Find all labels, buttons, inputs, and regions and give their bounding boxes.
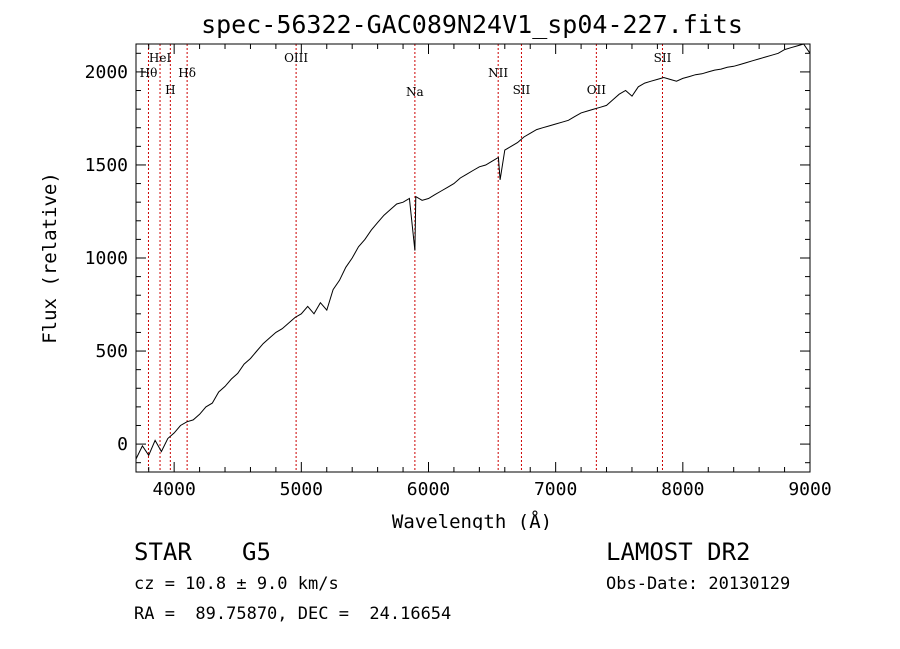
tick-label: 500 (95, 341, 128, 362)
tick-label: 0 (117, 434, 128, 455)
x-axis-label: Wavelength (Å) (392, 510, 552, 530)
tick-label: 9000 (788, 479, 831, 500)
axis-ticks: 4000 5000 6000 7000 8000 9000 0 500 1000 1500 2000 (85, 44, 832, 500)
redshift-info: cz = 10.8 ± 9.0 km/s (134, 574, 339, 594)
tick-label: 8000 (661, 479, 704, 500)
spectral-line-label: HeI (149, 51, 172, 65)
spectral-line-label: Hθ (140, 66, 158, 80)
chart-title: spec-56322-GAC089N24V1_sp04-227.fits (201, 10, 743, 39)
spectral-line-label: Hδ (178, 66, 196, 80)
y-axis-label: Flux (relative) (39, 172, 61, 344)
survey-name: LAMOST DR2 (606, 538, 751, 566)
coordinates: RA = 89.75870, DEC = 24.16654 (134, 604, 452, 624)
tick-label: 7000 (534, 479, 577, 500)
tick-label: 1500 (85, 155, 128, 176)
spectral-line-label: OII (587, 83, 607, 97)
tick-label: 1000 (85, 248, 128, 269)
object-class: STAR (134, 538, 192, 566)
tick-label: 4000 (152, 479, 195, 500)
tick-label: 6000 (407, 479, 450, 500)
spectral-line-label: SII (654, 51, 672, 65)
spectral-line-label: SII (513, 83, 531, 97)
spectrum-chart: spec-56322-GAC089N24V1_sp04-227.fits HθH… (39, 10, 832, 530)
plot-frame (135, 43, 811, 473)
spectral-line-label: NII (488, 66, 508, 80)
object-subclass: G5 (242, 538, 271, 566)
tick-label: 5000 (280, 479, 323, 500)
tick-label: 2000 (85, 62, 128, 83)
spectral-line-label: Na (406, 85, 424, 99)
spectral-line-label: OIII (284, 51, 308, 65)
spectral-line-label: H (165, 83, 175, 97)
spectrum-line (135, 43, 811, 460)
observation-date: Obs-Date: 20130129 (606, 574, 791, 594)
